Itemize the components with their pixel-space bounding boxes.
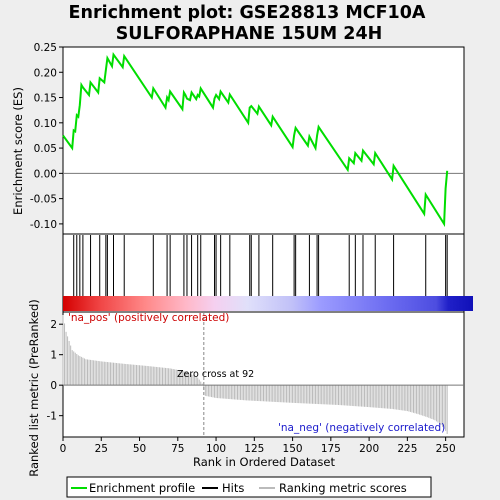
zero-cross-label: Zero cross at 92 (177, 369, 254, 380)
ranking-metric-bars (62, 315, 448, 434)
es-y-tick-label: 0.20 (34, 67, 57, 79)
legend-profile-label: Enrichment profile (89, 481, 195, 495)
es-y-tick-label: -0.05 (30, 194, 57, 206)
es-panel (62, 46, 465, 235)
title-line-2: SULFORAPHANE 15UM 24H (116, 24, 383, 44)
es-y-tick-label: 0.10 (34, 118, 57, 130)
x-axis-label: Rank in Ordered Dataset (193, 455, 336, 469)
rank-y-tick-label: 2 (50, 319, 57, 331)
legend-metric-label: Ranking metric scores (279, 481, 407, 495)
x-tick-label: 100 (206, 443, 226, 455)
es-y-axis: 0.25 0.20 0.15 0.10 0.05 0.00 -0.05 -0.10 (30, 42, 63, 231)
x-tick-label: 175 (321, 443, 341, 455)
enrichment-profile-line (62, 51, 449, 228)
negative-correlated-label: 'na_neg' (negatively correlated) (278, 422, 445, 434)
rank-y-axis: 2 1 0 -1 (47, 319, 63, 423)
es-y-tick-label: 0.00 (34, 168, 57, 180)
rank-color-bar (63, 296, 473, 311)
hits-markers (62, 235, 448, 296)
es-y-tick-label: 0.05 (34, 143, 57, 155)
rank-y-tick-label: -1 (47, 411, 57, 423)
rank-y-tick-label: 0 (50, 380, 57, 392)
rank-y-axis-label: Ranked list metric (PreRanked) (27, 299, 41, 477)
es-y-tick-label: -0.10 (30, 219, 57, 231)
x-tick-label: 150 (283, 443, 303, 455)
x-tick-label: 225 (397, 443, 417, 455)
x-tick-label: 75 (171, 443, 184, 455)
x-tick-label: 200 (359, 443, 379, 455)
x-axis: 0 25 50 75 100 125 150 175 200 225 250 (60, 437, 456, 455)
x-tick-label: 0 (60, 443, 67, 455)
legend-box (66, 476, 432, 498)
es-y-axis-label: Enrichment score (ES) (11, 87, 25, 215)
x-tick-label: 50 (133, 443, 146, 455)
es-y-tick-label: 0.25 (34, 42, 57, 54)
x-tick-label: 125 (244, 443, 264, 455)
positive-correlated-label: 'na_pos' (positively correlated) (68, 312, 229, 324)
x-tick-label: 25 (95, 443, 108, 455)
x-tick-label: 250 (436, 443, 456, 455)
legend-hits-label: Hits (222, 481, 244, 495)
rank-panel (62, 311, 465, 438)
es-y-tick-label: 0.15 (34, 93, 57, 105)
rank-y-tick-label: 1 (50, 350, 57, 362)
title-line-1: Enrichment plot: GSE28813 MCF10A (69, 3, 426, 23)
